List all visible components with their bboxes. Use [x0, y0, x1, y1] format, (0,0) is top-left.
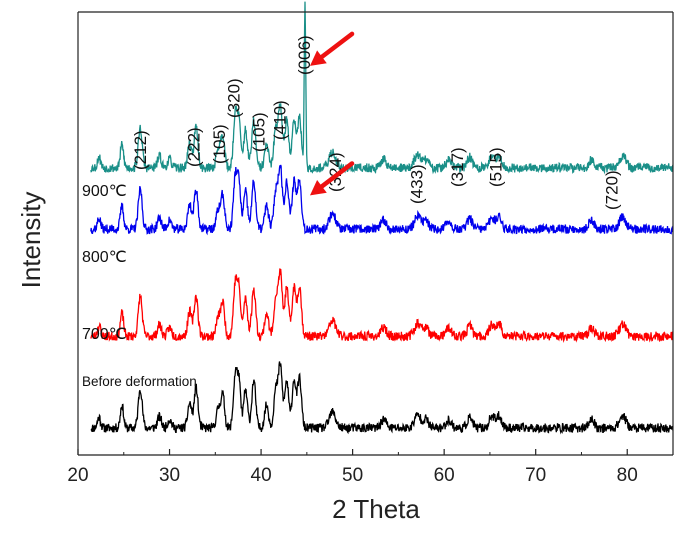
- x-ticks: 20 30 40 50 60 70 80: [67, 449, 674, 486]
- y-axis-label: Intensity: [16, 192, 46, 289]
- peak-label-4: (105): [249, 112, 268, 152]
- series-label-800: 800℃: [82, 249, 127, 266]
- peak-label-10: (515): [486, 147, 505, 187]
- series-line-2: [90, 164, 674, 236]
- series-label-before-deformation: Before deformation: [82, 374, 197, 389]
- series-line-3: [90, 1, 674, 175]
- arrow-900-head: [310, 50, 327, 66]
- peak-label-6: (006): [295, 35, 314, 75]
- x-axis-label: 2 Theta: [332, 494, 420, 524]
- arrow-900: [310, 31, 355, 66]
- arrow-900-shaft: [317, 31, 355, 61]
- series-label-900: 900℃: [82, 183, 127, 200]
- peak-label-9: (317): [448, 147, 467, 187]
- peak-label-8: (433): [408, 164, 427, 204]
- x-tick-label-30: 30: [159, 465, 180, 486]
- peak-label-layer: (212) (222) (105)(320)(105) (410)(006)(324)…: [131, 35, 622, 210]
- series-line-1: [90, 268, 674, 344]
- axis-layer: 20 30 40 50 60 70 80: [67, 11, 674, 486]
- arrow-800-head: [310, 180, 327, 196]
- peak-label-1: (222): [184, 127, 203, 167]
- arrow-800: [310, 161, 355, 196]
- x-tick-label-70: 70: [525, 465, 546, 486]
- series-label-700: 700℃: [82, 326, 127, 343]
- x-tick-label-50: 50: [342, 465, 363, 486]
- x-tick-label-80: 80: [617, 465, 638, 486]
- peak-label-3: (320): [225, 78, 244, 118]
- series-layer: [90, 1, 674, 435]
- series-line-0: [90, 361, 674, 435]
- arrow-layer: [310, 31, 355, 196]
- x-tick-label-20: 20: [67, 465, 88, 486]
- x-tick-label-60: 60: [434, 465, 455, 486]
- peak-label-2: (105): [210, 124, 229, 164]
- x-tick-label-40: 40: [251, 465, 272, 486]
- peak-label-5: (410): [270, 100, 289, 140]
- peak-label-11: (720): [603, 170, 622, 210]
- peak-label-0: (212): [131, 130, 150, 170]
- arrow-800-shaft: [317, 161, 355, 191]
